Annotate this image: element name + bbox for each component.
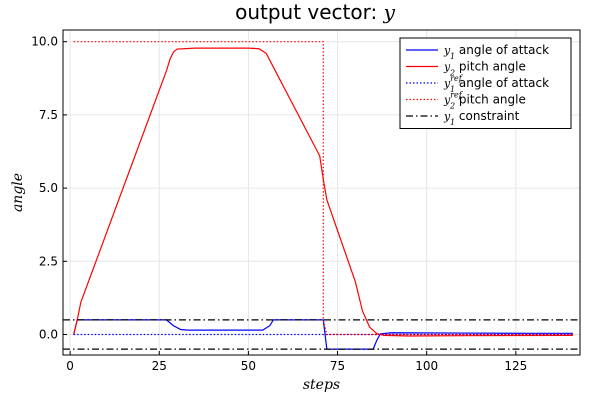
legend-entry: yref 1 angle of attack bbox=[443, 74, 549, 94]
plot-frame bbox=[62, 29, 581, 356]
axis-ticks: 0 25 50 75 100 125 0.0 2.5 5.0 7.5 10.0 bbox=[31, 35, 527, 373]
chart-title: output vector: y bbox=[235, 0, 396, 24]
legend-entry: y1 angle of attack bbox=[443, 43, 549, 61]
legend-entry: yref 2 pitch angle bbox=[443, 91, 526, 111]
series-lines bbox=[63, 41, 580, 350]
x-tick-label: 75 bbox=[330, 359, 345, 373]
legend-entry: y2 pitch angle bbox=[443, 60, 526, 78]
x-tick-label: 125 bbox=[504, 359, 527, 373]
y-tick-label: 7.5 bbox=[39, 108, 58, 122]
x-tick-label: 100 bbox=[415, 359, 438, 373]
legend-entry: y1 constraint bbox=[443, 109, 520, 127]
y-tick-label: 0.0 bbox=[39, 328, 58, 342]
x-tick-label: 50 bbox=[241, 359, 256, 373]
y-tick-label: 5.0 bbox=[39, 181, 58, 195]
y-axis-label: angle bbox=[10, 173, 26, 212]
y-tick-label: 10.0 bbox=[31, 35, 58, 49]
y-tick-label: 2.5 bbox=[39, 254, 58, 268]
x-axis-label: steps bbox=[303, 377, 340, 393]
series-line-0 bbox=[73, 319, 573, 350]
x-tick-label: 0 bbox=[66, 359, 74, 373]
x-tick-label: 25 bbox=[152, 359, 167, 373]
